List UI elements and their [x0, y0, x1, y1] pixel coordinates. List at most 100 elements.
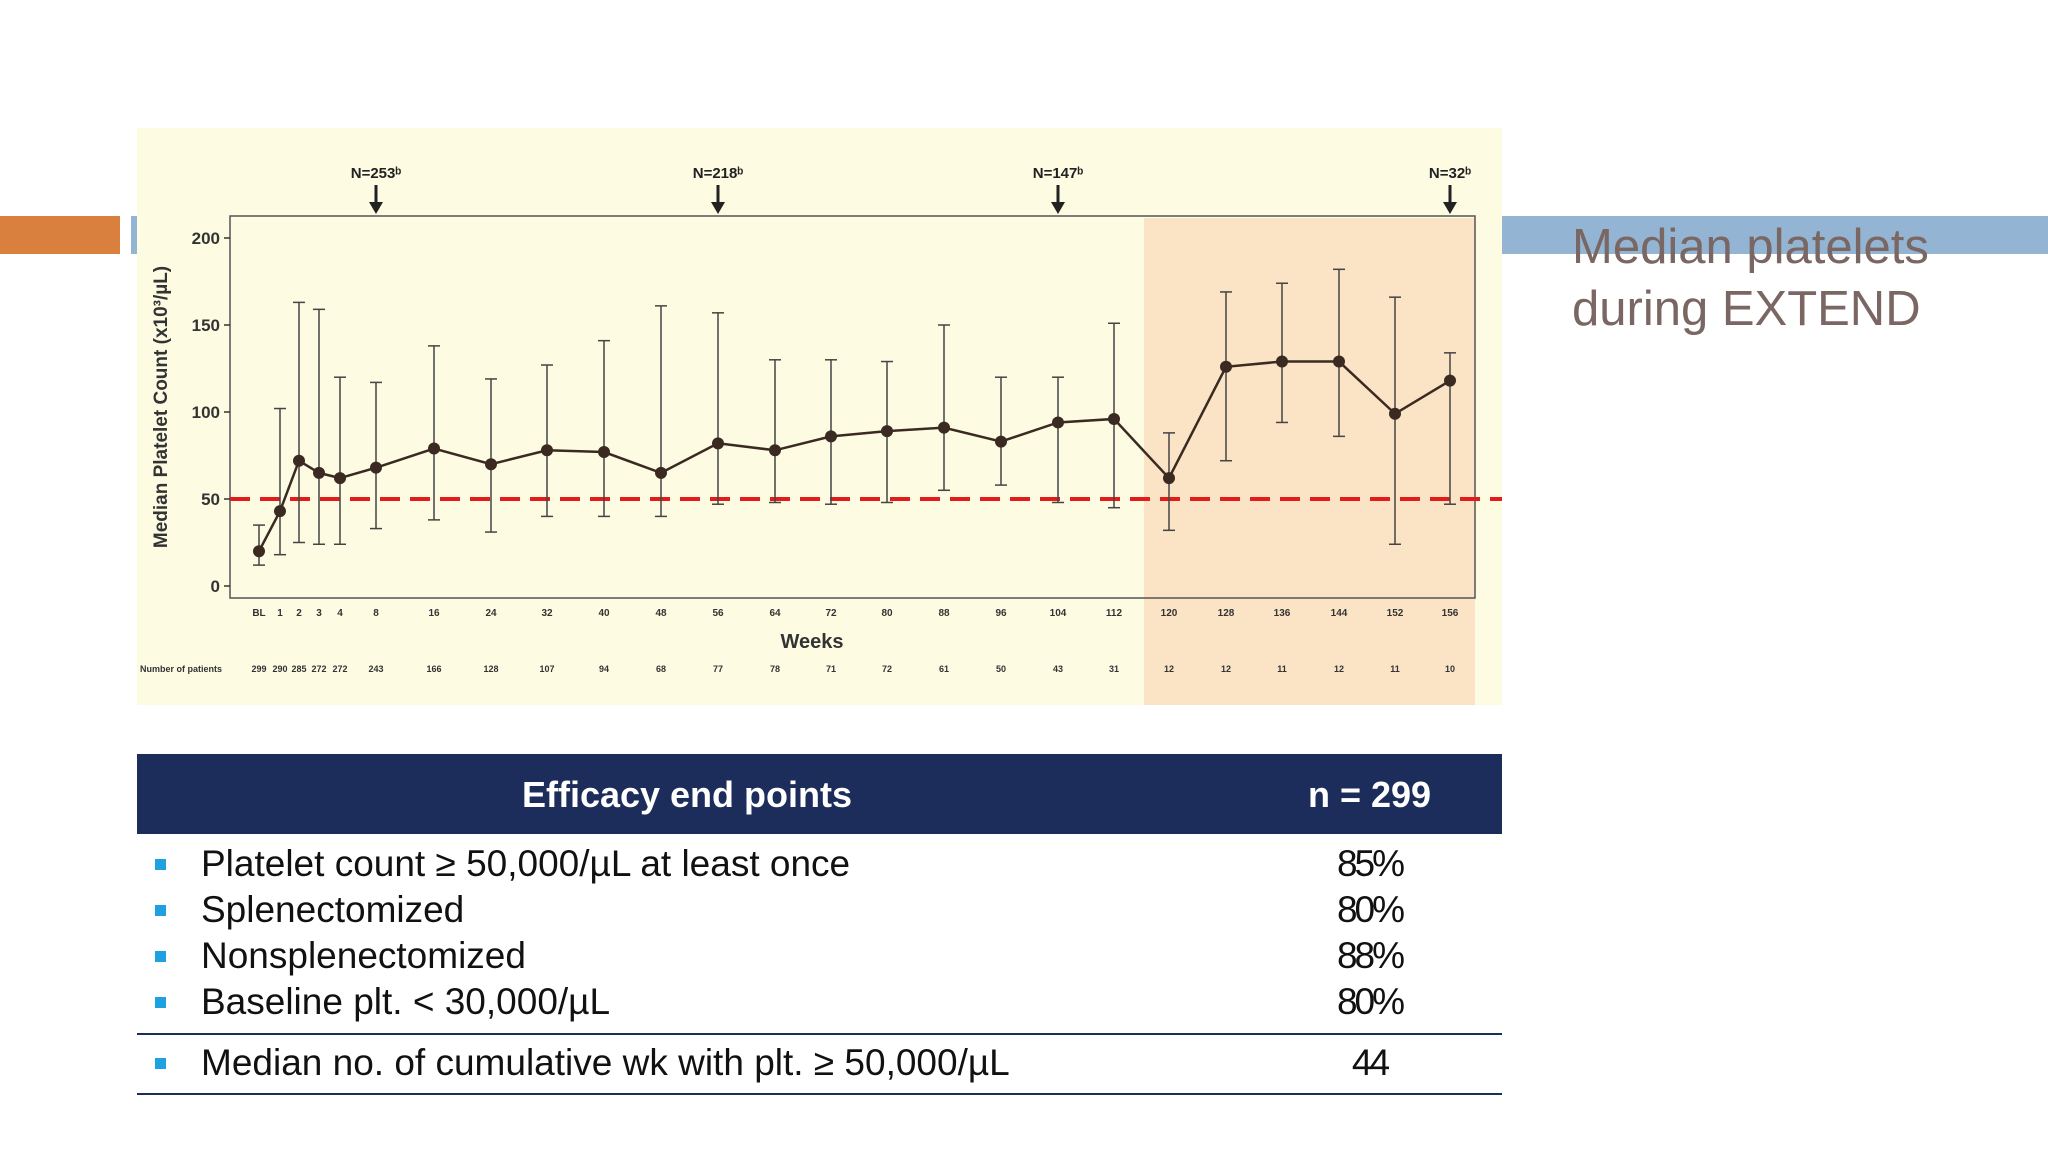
x-tick-label: BL	[252, 608, 265, 619]
x-tick-label: 112	[1106, 608, 1123, 619]
efficacy-table-header: Efficacy end points n = 299	[137, 754, 1502, 834]
x-tick-label: 88	[938, 608, 950, 619]
x-tick-label: 24	[485, 608, 497, 619]
n-annotation: N=147ᵇ	[1033, 165, 1084, 182]
bullet-icon	[155, 951, 166, 962]
data-point	[293, 454, 305, 467]
table-divider	[137, 1033, 1502, 1035]
patient-count: 11	[1277, 664, 1287, 674]
row-label: Baseline plt. < 30,000/µL	[201, 981, 611, 1022]
bullet-icon	[155, 1058, 166, 1069]
platelet-chart: 0 50 100 150 200 Median Platelet Count (x10³/…	[137, 128, 1502, 705]
n-arrow-head	[369, 202, 383, 214]
x-tick-label: 32	[541, 608, 553, 619]
patient-count: 94	[599, 664, 609, 674]
patient-count: 61	[939, 664, 949, 674]
patient-count: 78	[770, 664, 780, 674]
summary-label: Median no. of cumulative wk with plt. ≥ …	[201, 1042, 1010, 1083]
data-point	[655, 466, 667, 479]
patient-count: 285	[291, 664, 306, 674]
summary-value: 44	[1351, 1042, 1390, 1083]
data-point	[485, 458, 497, 471]
patient-count: 299	[251, 664, 266, 674]
data-point	[1163, 472, 1175, 485]
table-row: Platelet count ≥ 50,000/µL at least once…	[137, 843, 1502, 889]
data-point	[274, 505, 286, 518]
x-tick-label: 4	[337, 608, 343, 619]
patient-count: 272	[311, 664, 326, 674]
patient-count: 272	[332, 664, 347, 674]
data-point	[1108, 412, 1120, 425]
table-row: Nonsplenectomized 88%	[137, 935, 1502, 981]
table-bottom-rule	[137, 1093, 1502, 1095]
n-annotation: N=253ᵇ	[351, 165, 402, 182]
patient-count: 31	[1109, 664, 1119, 674]
bullet-icon	[155, 859, 166, 870]
n-arrow-head	[1051, 202, 1065, 214]
patient-count: 12	[1334, 664, 1344, 674]
data-point	[334, 472, 346, 485]
x-tick-label: 2	[296, 608, 302, 619]
bullet-icon	[155, 997, 166, 1008]
x-tick-label: 80	[881, 608, 893, 619]
data-point	[1276, 355, 1288, 368]
patient-count: 12	[1164, 664, 1174, 674]
x-tick-label: 136	[1274, 608, 1291, 619]
patient-count: 243	[368, 664, 383, 674]
patient-count: 43	[1053, 664, 1063, 674]
header-endpoints-label: Efficacy end points	[521, 774, 853, 815]
x-tick-label: 40	[598, 608, 610, 619]
data-point	[881, 425, 893, 438]
data-point	[253, 545, 265, 558]
row-label: Nonsplenectomized	[201, 935, 526, 976]
data-point	[825, 430, 837, 443]
x-tick-label: 64	[769, 608, 781, 619]
row-label: Splenectomized	[201, 889, 465, 930]
n-arrow-head	[711, 202, 725, 214]
data-point	[1333, 355, 1345, 368]
patient-count: 166	[426, 664, 441, 674]
x-tick-label: 8	[373, 608, 379, 619]
table-row: Baseline plt. < 30,000/µL 80%	[137, 981, 1502, 1027]
y-tick-label: 200	[192, 229, 220, 248]
slide-title: Median platelets during EXTEND	[1572, 220, 1929, 336]
patient-count: 11	[1390, 664, 1400, 674]
n-annotation: N=218ᵇ	[693, 165, 744, 182]
data-point	[598, 446, 610, 459]
patient-count: 77	[713, 664, 723, 674]
patient-count: 50	[996, 664, 1006, 674]
patients-row-label: Number of patients	[140, 664, 222, 674]
data-point	[541, 444, 553, 457]
x-tick-label: 120	[1161, 608, 1178, 619]
blue-accent-bar	[1501, 216, 2048, 254]
plot-frame	[229, 215, 1476, 599]
patient-count: 10	[1445, 664, 1455, 674]
data-point	[769, 444, 781, 457]
x-tick-label: 156	[1442, 608, 1459, 619]
patient-count: 12	[1221, 664, 1231, 674]
x-axis-label: Weeks	[780, 631, 843, 653]
n-annotation: N=32ᵇ	[1429, 165, 1471, 182]
x-tick-label: 104	[1050, 608, 1067, 619]
row-label: Platelet count ≥ 50,000/µL at least once	[201, 843, 851, 884]
patient-count: 128	[483, 664, 498, 674]
row-value: 88%	[1336, 935, 1405, 976]
x-tick-label: 16	[428, 608, 440, 619]
data-point	[995, 435, 1007, 448]
y-tick-label: 0	[211, 577, 220, 596]
x-tick-label: 96	[995, 608, 1007, 619]
data-point	[938, 421, 950, 434]
y-tick-label: 150	[192, 316, 220, 335]
y-axis-label: Median Platelet Count (x10³/µL)	[151, 266, 172, 548]
row-value: 80%	[1336, 889, 1405, 930]
x-tick-label: 152	[1387, 608, 1404, 619]
x-tick-label: 48	[655, 608, 667, 619]
orange-accent-bar	[0, 216, 120, 254]
x-tick-label: 3	[316, 608, 322, 619]
data-point	[313, 466, 325, 479]
data-point	[370, 461, 382, 474]
x-tick-label: 1	[277, 608, 283, 619]
data-point	[712, 437, 724, 450]
patient-count: 68	[656, 664, 666, 674]
